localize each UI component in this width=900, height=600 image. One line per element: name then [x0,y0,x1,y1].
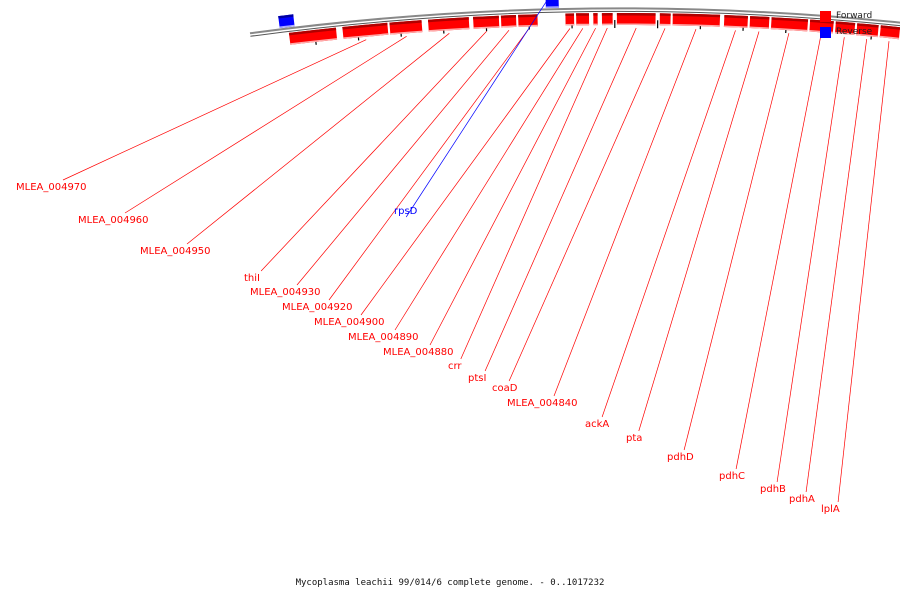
label-connector [62,39,367,181]
label-connector [508,28,666,382]
gene-MLEA_004880[interactable] [593,13,598,26]
gene-label: MLEA_004880 [383,347,454,358]
label-connector [805,39,868,493]
label-connector [553,28,697,397]
gene-label: lplA [821,504,840,515]
legend-label-reverse: Reverse [836,27,873,37]
label-connector [296,29,510,286]
gene-label: coaD [492,383,518,394]
gene-pdhD[interactable] [770,17,809,32]
gene-label: MLEA_004950 [140,246,211,257]
genome-caption: Mycoplasma leachii 99/014/6 complete gen… [295,578,605,588]
gene-unlabeled[interactable] [278,14,295,28]
gene-pdhB[interactable] [835,21,856,35]
forward-swatch [820,10,831,22]
label-connector [601,30,736,418]
reverse-swatch [820,26,831,38]
gene-ackA[interactable] [723,15,748,28]
label-connector [776,37,845,483]
label-connector [394,28,584,331]
backbone-line-inner [250,11,900,37]
gene-label: crr [448,361,462,372]
gene-label: pdhD [667,452,694,463]
gene-MLEA_004840[interactable] [672,13,721,27]
gene-label: MLEA_004900 [314,317,385,328]
gene-MLEA_004890[interactable] [576,13,590,26]
label-connector [360,28,571,316]
gene-rpsD[interactable] [545,0,559,8]
gene-label: MLEA_004890 [348,332,419,343]
gene-MLEA_004970[interactable] [342,22,389,39]
gene-crr[interactable] [601,13,613,26]
label-connector [429,27,596,346]
gene-coaD[interactable] [659,13,671,26]
gene-label: pta [626,433,642,444]
legend: Forward Reverse [820,8,892,40]
label-connector [186,33,450,245]
gene-label: pdhA [789,494,815,505]
legend-item-reverse: Reverse [820,24,892,40]
label-connector [124,36,407,214]
gene-MLEA_004960[interactable] [389,20,423,35]
label-connector [735,35,822,470]
backbone-line [249,7,900,35]
label-connector [405,0,548,218]
gene-label: MLEA_004930 [250,287,321,298]
label-connector [484,27,637,372]
gene-unlabeled[interactable] [288,27,338,45]
backbone [249,7,900,37]
label-connector [683,33,790,451]
gene-label: pdhB [760,484,786,495]
gene-MLEA_004930[interactable] [500,15,517,28]
gene-label: MLEA_004840 [507,398,578,409]
gene-label: MLEA_004920 [282,302,353,313]
gene-thiI[interactable] [473,15,500,29]
label-connector [638,31,760,432]
legend-label-forward: Forward [836,11,873,21]
gene-ptsI[interactable] [616,12,656,26]
label-connector [837,41,890,503]
label-connector [260,30,487,272]
label-connector [460,27,608,360]
gene-layer [278,0,900,45]
gene-pta[interactable] [749,16,770,29]
gene-label-layer: MLEA_004970 MLEA_004960 MLEA_004950 thiI MLE… [16,0,890,515]
gene-label: MLEA_004970 [16,182,87,193]
gene-label: thiI [244,273,260,284]
gene-lplA[interactable] [879,25,900,40]
gene-label: rpsD [394,206,418,217]
gene-label: pdhC [719,471,745,482]
gene-MLEA_004900[interactable] [565,13,575,26]
legend-item-forward: Forward [820,8,892,24]
label-connector [328,29,529,301]
gene-label: ptsI [468,373,486,384]
gene-MLEA_004950[interactable] [428,17,470,32]
gene-label: ackA [585,419,609,430]
gene-label: MLEA_004960 [78,215,149,226]
gene-pdhA[interactable] [856,23,879,38]
gene-MLEA_004920[interactable] [518,14,538,27]
